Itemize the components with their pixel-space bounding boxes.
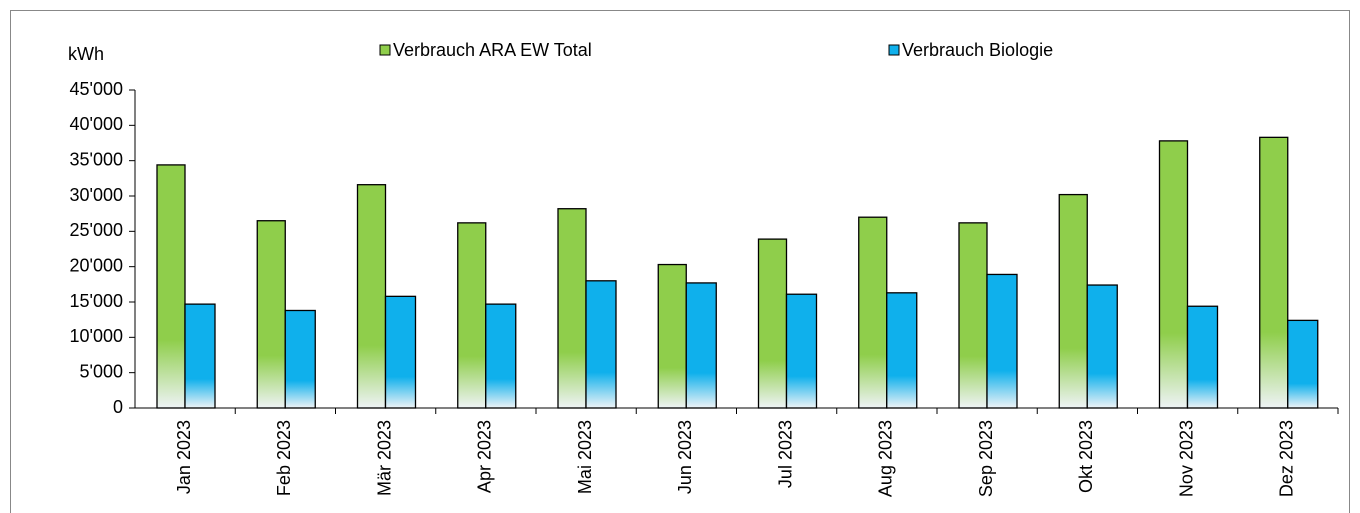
y-tick-label: 15'000 <box>70 291 124 311</box>
x-tick-label: Sep 2023 <box>976 420 996 497</box>
x-tick-label: Aug 2023 <box>876 420 896 497</box>
bar <box>356 184 387 409</box>
bar <box>485 303 517 409</box>
y-tick-label: 20'000 <box>70 255 124 275</box>
bar <box>384 295 417 409</box>
bar <box>757 238 788 409</box>
x-tick-label: Mai 2023 <box>575 420 595 494</box>
legend-label: Verbrauch ARA EW Total <box>393 40 592 60</box>
bar <box>657 263 687 409</box>
x-tick-label: Jan 2023 <box>174 420 194 494</box>
bar <box>256 220 286 409</box>
y-axis-title: kWh <box>68 44 104 64</box>
x-tick-label: Apr 2023 <box>475 420 495 493</box>
y-tick-label: 40'000 <box>70 114 124 134</box>
bar <box>886 292 918 409</box>
x-tick-label: Feb 2023 <box>274 420 294 496</box>
bar <box>1158 140 1189 409</box>
y-tick-label: 5'000 <box>80 361 123 381</box>
y-tick-label: 45'000 <box>70 79 124 99</box>
bar <box>156 164 186 409</box>
bar <box>1259 136 1289 409</box>
bar <box>785 293 818 409</box>
y-tick-label: 30'000 <box>70 185 124 205</box>
bar <box>986 273 1018 409</box>
bar <box>557 208 587 409</box>
y-tick-label: 35'000 <box>70 149 124 169</box>
y-tick-label: 0 <box>113 397 123 417</box>
x-tick-label: Okt 2023 <box>1076 420 1096 493</box>
legend-label: Verbrauch Biologie <box>902 40 1053 60</box>
bar <box>284 309 316 409</box>
y-tick-label: 10'000 <box>70 326 124 346</box>
bar <box>1058 193 1088 409</box>
bar <box>457 222 487 409</box>
bar <box>958 222 988 409</box>
legend-swatch <box>379 44 391 56</box>
bar <box>685 282 717 409</box>
x-tick-label: Mär 2023 <box>374 420 394 496</box>
bar <box>1086 284 1118 409</box>
y-tick-label: 25'000 <box>70 220 124 240</box>
x-tick-label: Dez 2023 <box>1277 420 1297 497</box>
x-tick-label: Jul 2023 <box>775 420 795 488</box>
bar <box>585 280 617 409</box>
chart-border <box>10 10 1350 513</box>
x-tick-label: Jun 2023 <box>675 420 695 494</box>
bar <box>1186 305 1219 409</box>
bar <box>1287 319 1319 409</box>
bar <box>858 216 888 409</box>
bar <box>184 303 216 409</box>
x-tick-label: Nov 2023 <box>1176 420 1196 497</box>
legend-swatch <box>888 44 900 56</box>
